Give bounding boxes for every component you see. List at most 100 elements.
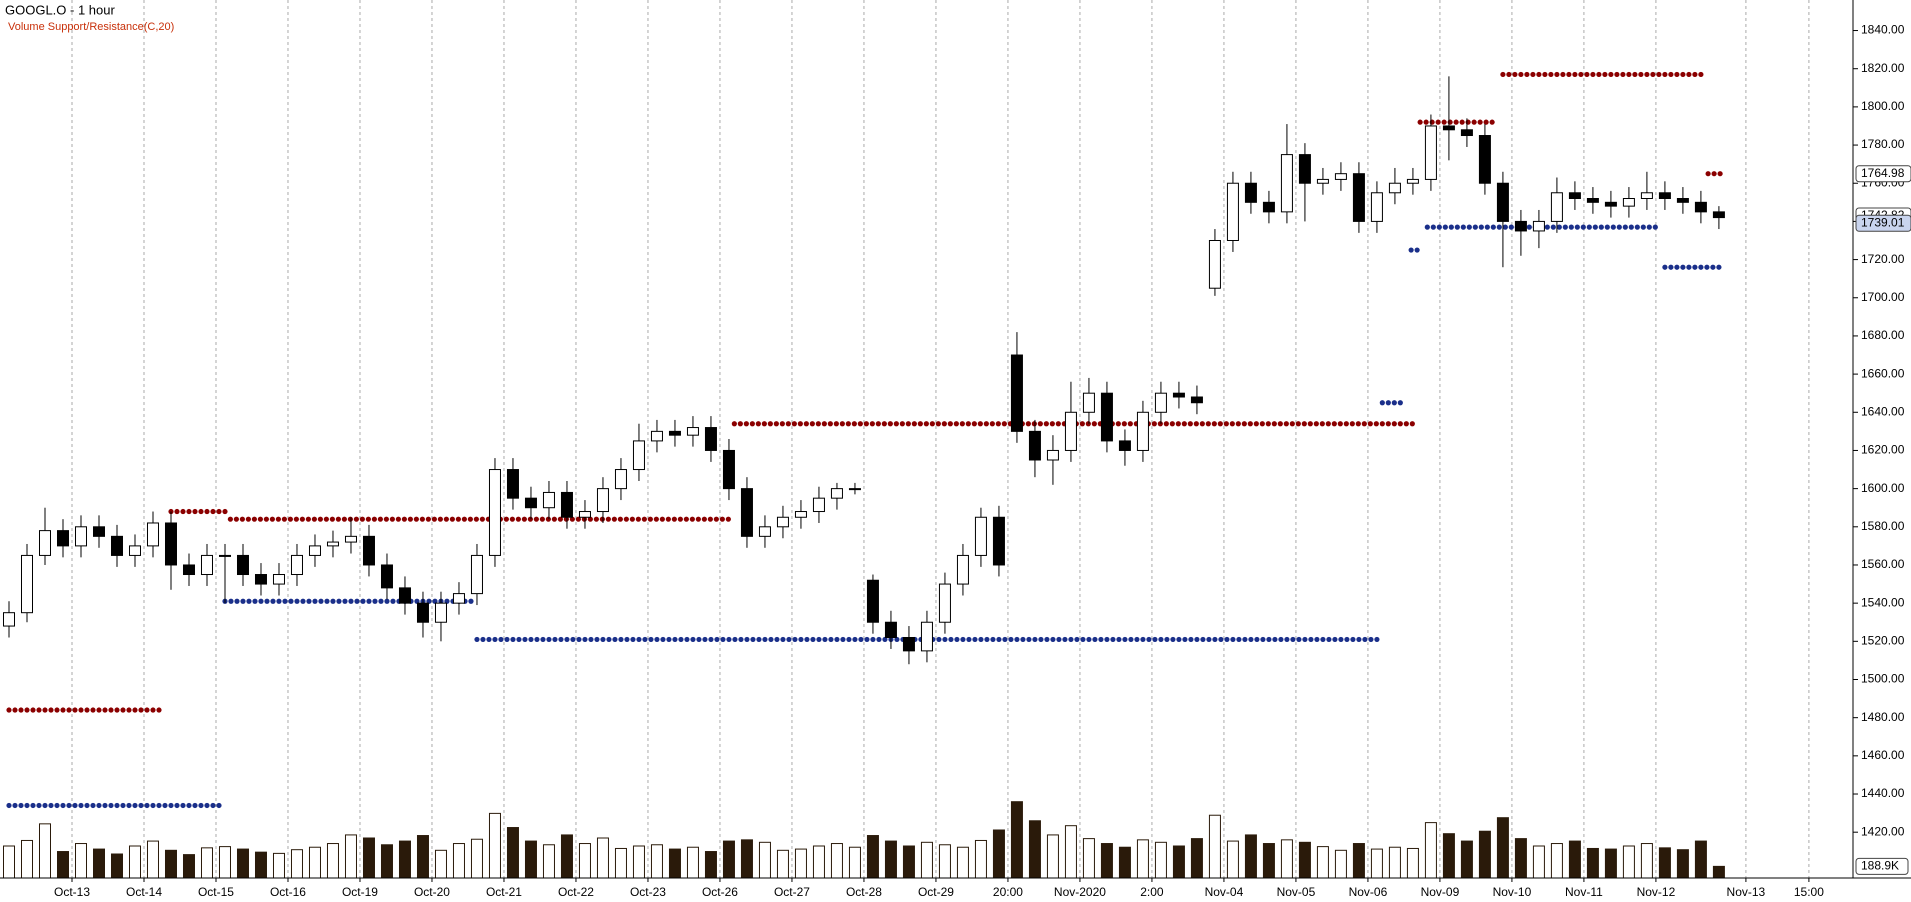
candle-body	[308, 545, 321, 556]
x-tick-label: Nov-12	[1637, 885, 1676, 899]
candle-body	[1568, 192, 1581, 200]
level-dot	[1512, 71, 1518, 78]
x-tick-label: 20:00	[993, 885, 1023, 899]
volume-bar	[956, 846, 969, 879]
volume-bar	[1010, 801, 1023, 879]
level-dot	[1478, 224, 1484, 230]
candle-body	[434, 602, 447, 623]
volume-bar	[524, 840, 537, 879]
x-tick-label: Oct-13	[54, 885, 90, 899]
level-dot	[60, 802, 66, 809]
price-tag-label: 1764.98	[1861, 166, 1905, 180]
volume-bar	[434, 849, 447, 879]
volume-bar	[542, 844, 555, 879]
candle-body	[1280, 154, 1293, 213]
level-dot	[1656, 71, 1662, 78]
level-dot	[966, 636, 972, 643]
candle-body	[488, 469, 501, 556]
level-dot	[1638, 71, 1644, 78]
volume-bar	[344, 834, 357, 879]
volume-bar	[830, 843, 843, 879]
y-tick-label: 1440.00	[1861, 786, 1905, 800]
level-dot	[480, 636, 486, 643]
candle-body	[1352, 173, 1365, 222]
level-dot	[594, 636, 600, 643]
level-dot	[960, 636, 966, 643]
volume-bar	[1532, 845, 1545, 879]
candle-body	[596, 488, 609, 513]
volume-bar	[1550, 843, 1563, 879]
y-tick-label: 1580.00	[1861, 519, 1905, 533]
candle-body	[1244, 182, 1257, 203]
volume-bar	[740, 839, 753, 879]
volume-bar	[884, 840, 897, 879]
volume-bar	[200, 847, 213, 879]
level-dot	[917, 421, 923, 427]
level-dot	[1217, 421, 1223, 427]
candle-body	[254, 574, 267, 585]
level-dot	[575, 516, 581, 522]
level-dot	[180, 508, 186, 515]
level-dot	[516, 636, 522, 643]
level-dot	[1043, 421, 1049, 427]
volume-bar	[1190, 838, 1203, 879]
level-dot	[1266, 636, 1272, 643]
level-dot	[1134, 636, 1140, 643]
level-dot	[1349, 421, 1355, 427]
candle-body	[524, 497, 537, 509]
level-dot	[1193, 421, 1199, 427]
level-dot	[444, 598, 450, 604]
level-dot	[174, 802, 180, 809]
candle-body	[74, 526, 87, 547]
level-dot	[1598, 224, 1604, 230]
candle-body	[650, 430, 663, 442]
level-dot	[455, 516, 461, 522]
x-tick-label: Oct-15	[198, 885, 234, 899]
candle-body	[164, 522, 177, 566]
level-dot	[258, 598, 264, 604]
level-dot	[1391, 421, 1397, 427]
price-tag	[1855, 165, 1911, 183]
candle-body	[2, 612, 15, 627]
level-dot	[1038, 636, 1044, 643]
level-dot	[624, 636, 630, 643]
level-dot	[24, 802, 30, 809]
level-dot	[1717, 171, 1723, 177]
level-dot	[1662, 264, 1668, 270]
candle-body	[1658, 192, 1671, 200]
level-dot	[942, 636, 948, 643]
volume-bar	[218, 846, 231, 879]
level-dot	[1652, 224, 1658, 230]
volume-bar	[758, 841, 771, 879]
level-dot	[1435, 119, 1441, 125]
level-dot	[12, 707, 18, 713]
volume-bar	[1298, 841, 1311, 879]
candle-body	[920, 621, 933, 652]
level-dot	[1085, 421, 1091, 427]
volume-bar	[182, 854, 195, 879]
level-dot	[744, 636, 750, 643]
volume-bar	[506, 827, 519, 879]
level-dot	[216, 508, 222, 515]
level-dot	[1284, 636, 1290, 643]
y-tick-label: 1600.00	[1861, 481, 1905, 495]
level-dot	[180, 802, 186, 809]
volume-bar	[56, 851, 69, 879]
level-dot	[1295, 421, 1301, 427]
level-dot	[671, 516, 677, 522]
volume-bar	[1154, 841, 1167, 879]
level-dot	[401, 516, 407, 522]
volume-bar	[1460, 840, 1473, 879]
level-dot	[66, 707, 72, 713]
level-dot	[395, 516, 401, 522]
level-dot	[1460, 224, 1466, 230]
volume-bar	[1244, 834, 1257, 879]
candle-body	[470, 554, 483, 595]
volume-bar	[1478, 830, 1491, 879]
volume-bar	[596, 837, 609, 879]
volume-bar	[128, 845, 141, 879]
level-dot	[1091, 421, 1097, 427]
level-dot	[1711, 171, 1717, 177]
level-dot	[947, 421, 953, 427]
level-dot	[600, 636, 606, 643]
